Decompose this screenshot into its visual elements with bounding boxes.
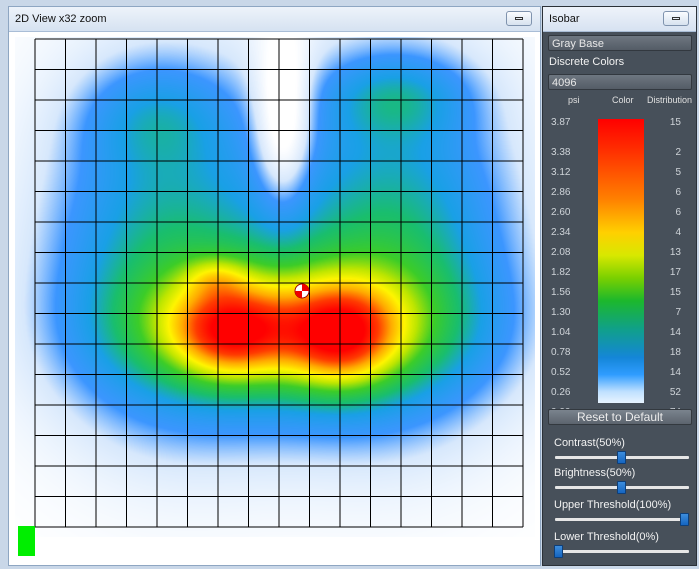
psi-value: 2.60	[551, 207, 571, 218]
distribution-value: 2	[675, 147, 681, 158]
distribution-value: 7	[675, 307, 681, 318]
psi-value: 1.56	[551, 287, 571, 298]
psi-header: psi	[568, 95, 580, 105]
view-titlebar: 2D View x32 zoom	[9, 7, 540, 32]
slider-label: Upper Threshold(100%)	[554, 499, 672, 511]
isobar-minimize-button[interactable]	[663, 11, 689, 26]
slider-track[interactable]	[555, 518, 689, 521]
slider-label: Contrast(50%)	[554, 437, 625, 449]
distribution-value: 52	[669, 387, 681, 398]
isobar-title: Isobar	[549, 13, 580, 25]
psi-value: 0.52	[551, 367, 571, 378]
isobar-titlebar: Isobar	[543, 7, 696, 32]
psi-value: 1.04	[551, 327, 571, 338]
distribution-header: Distribution	[647, 95, 693, 105]
psi-value: 2.86	[551, 187, 571, 198]
view-title: 2D View x32 zoom	[15, 13, 107, 25]
pressure-2d-view-window: 2D View x32 zoom	[8, 6, 541, 566]
slider-thumb[interactable]	[617, 481, 626, 494]
distribution-value: 14	[669, 367, 681, 378]
psi-value: 3.38	[551, 147, 571, 158]
distribution-value: 4	[675, 227, 681, 238]
color-scale-bar	[598, 119, 644, 403]
slider-thumb[interactable]	[617, 451, 626, 464]
distribution-value: 6	[675, 207, 681, 218]
minimize-icon	[515, 17, 523, 20]
distribution-value: 17	[669, 267, 681, 278]
distribution-value: 15	[669, 287, 681, 298]
psi-value: 3.12	[551, 167, 571, 178]
slider-label: Lower Threshold(0%)	[554, 531, 659, 543]
psi-value: 1.82	[551, 267, 571, 278]
discrete-colors-label: Discrete Colors	[549, 56, 625, 68]
psi-value: 2.34	[551, 227, 571, 238]
slider-track[interactable]	[555, 550, 689, 553]
slider-label: Brightness(50%)	[554, 467, 636, 479]
psi-value: 2.08	[551, 247, 571, 258]
isobar-panel: Isobar Gray Base Discrete Colors 4096 ps…	[542, 6, 697, 566]
psi-value: 1.30	[551, 307, 571, 318]
psi-value: 0.26	[551, 387, 571, 398]
psi-value: 3.87	[551, 117, 571, 128]
color-levels-select[interactable]: 4096	[548, 74, 692, 90]
center-of-pressure-icon	[294, 283, 310, 299]
distribution-value: 6	[675, 187, 681, 198]
view-minimize-button[interactable]	[506, 11, 532, 26]
reset-to-default-button[interactable]: Reset to Default	[548, 409, 692, 425]
color-header: Color	[612, 95, 634, 105]
distribution-value: 14	[669, 327, 681, 338]
slider-thumb[interactable]	[554, 545, 563, 558]
distribution-value: 15	[669, 117, 681, 128]
minimize-icon	[672, 17, 680, 20]
pressure-heatmap[interactable]	[15, 37, 535, 537]
distribution-value: 13	[669, 247, 681, 258]
slider-thumb[interactable]	[680, 513, 689, 526]
distribution-value: 18	[669, 347, 681, 358]
status-indicator	[18, 526, 35, 556]
psi-value: 0.78	[551, 347, 571, 358]
base-color-select[interactable]: Gray Base	[548, 35, 692, 51]
distribution-value: 5	[675, 167, 681, 178]
sensor-grid	[34, 38, 524, 528]
